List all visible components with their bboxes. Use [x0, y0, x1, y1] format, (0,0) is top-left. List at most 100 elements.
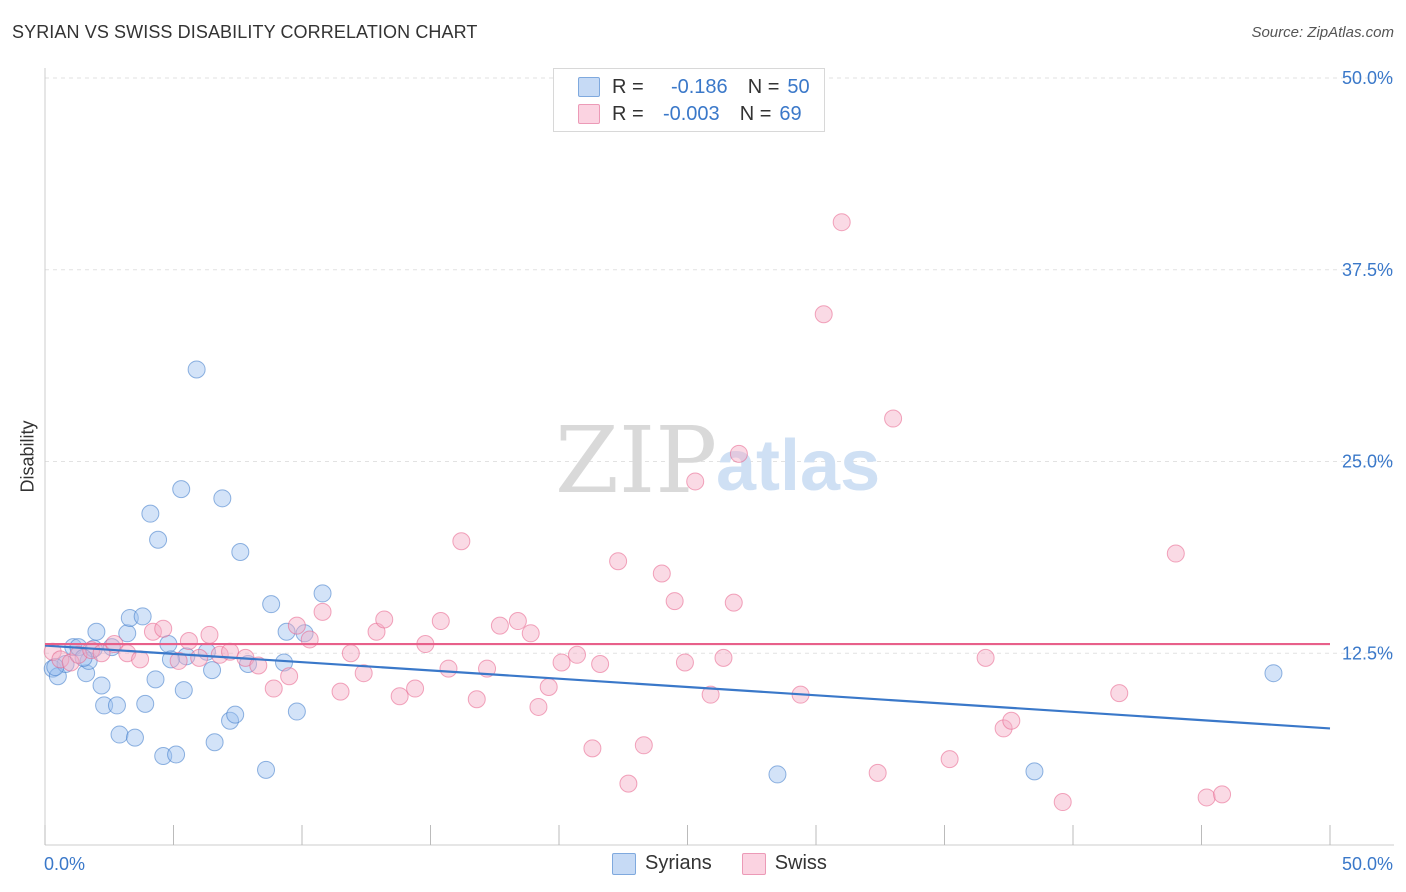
legend-item-swiss[interactable]: Swiss — [741, 852, 827, 875]
data-point-syrians[interactable] — [92, 676, 111, 695]
data-point-swiss[interactable] — [884, 409, 903, 428]
data-point-swiss[interactable] — [467, 690, 486, 709]
data-point-swiss[interactable] — [452, 532, 471, 551]
data-point-syrians[interactable] — [287, 702, 306, 721]
data-point-syrians[interactable] — [87, 622, 106, 641]
data-point-swiss[interactable] — [1053, 793, 1072, 812]
data-point-swiss[interactable] — [714, 648, 733, 667]
data-point-swiss[interactable] — [729, 444, 748, 463]
data-point-syrians[interactable] — [125, 728, 144, 747]
data-point-syrians[interactable] — [149, 530, 168, 549]
data-point-syrians[interactable] — [1025, 762, 1044, 781]
data-point-swiss[interactable] — [539, 677, 558, 696]
data-point-syrians[interactable] — [141, 504, 160, 523]
data-point-syrians[interactable] — [213, 489, 232, 508]
data-point-swiss[interactable] — [406, 679, 425, 698]
data-point-swiss[interactable] — [169, 651, 188, 670]
data-point-swiss[interactable] — [619, 774, 638, 793]
data-point-swiss[interactable] — [1002, 711, 1021, 730]
legend-r-label: R = — [612, 75, 644, 98]
data-point-syrians[interactable] — [95, 696, 114, 715]
data-point-swiss[interactable] — [264, 679, 283, 698]
data-point-swiss[interactable] — [280, 667, 299, 686]
legend-r-label: R = — [612, 102, 644, 125]
data-point-swiss[interactable] — [61, 653, 80, 672]
data-point-swiss[interactable] — [686, 472, 705, 491]
data-point-syrians[interactable] — [107, 696, 126, 715]
data-point-syrians[interactable] — [102, 638, 121, 657]
data-point-swiss[interactable] — [552, 653, 571, 672]
data-point-swiss[interactable] — [439, 659, 458, 678]
data-point-syrians[interactable] — [133, 607, 152, 626]
data-point-swiss[interactable] — [200, 625, 219, 644]
data-point-syrians[interactable] — [136, 694, 155, 713]
data-point-swiss[interactable] — [652, 564, 671, 583]
data-point-swiss[interactable] — [1166, 544, 1185, 563]
data-point-syrians[interactable] — [205, 733, 224, 752]
data-point-swiss[interactable] — [190, 648, 209, 667]
data-point-swiss[interactable] — [249, 656, 268, 675]
data-point-swiss[interactable] — [701, 685, 720, 704]
data-point-swiss[interactable] — [521, 624, 540, 643]
data-point-swiss[interactable] — [583, 739, 602, 758]
data-point-swiss[interactable] — [940, 750, 959, 769]
data-point-swiss[interactable] — [313, 602, 332, 621]
data-point-swiss[interactable] — [1197, 788, 1216, 807]
data-point-swiss[interactable] — [609, 552, 628, 571]
data-point-swiss[interactable] — [431, 612, 450, 631]
data-point-swiss[interactable] — [567, 645, 586, 664]
data-point-syrians[interactable] — [118, 624, 137, 643]
data-point-swiss[interactable] — [814, 305, 833, 324]
legend-r-value-swiss: -0.003 — [662, 102, 720, 125]
data-point-syrians[interactable] — [120, 608, 139, 627]
data-point-swiss[interactable] — [131, 650, 150, 669]
data-point-syrians[interactable] — [203, 661, 222, 680]
data-point-swiss[interactable] — [665, 592, 684, 611]
data-point-swiss[interactable] — [210, 645, 229, 664]
data-point-swiss[interactable] — [51, 650, 70, 669]
data-point-swiss[interactable] — [529, 697, 548, 716]
data-point-swiss[interactable] — [287, 616, 306, 635]
data-point-syrians[interactable] — [110, 725, 129, 744]
data-point-syrians[interactable] — [231, 543, 250, 562]
data-point-syrians[interactable] — [226, 705, 245, 724]
legend-item-syrians[interactable]: Syrians — [612, 852, 712, 875]
y-axis-label: Disability — [17, 420, 38, 493]
trend-lines — [44, 642, 1331, 730]
data-point-syrians[interactable] — [277, 622, 296, 641]
data-point-syrians[interactable] — [768, 765, 787, 784]
data-point-syrians[interactable] — [313, 584, 332, 603]
data-point-swiss[interactable] — [179, 631, 198, 650]
data-point-swiss[interactable] — [994, 719, 1013, 738]
data-point-syrians[interactable] — [172, 480, 191, 499]
data-point-swiss[interactable] — [832, 213, 851, 232]
data-point-swiss[interactable] — [300, 630, 319, 649]
data-point-syrians[interactable] — [154, 747, 173, 766]
data-point-syrians[interactable] — [146, 670, 165, 689]
data-point-syrians[interactable] — [167, 745, 186, 764]
data-point-syrians[interactable] — [1264, 664, 1283, 683]
data-point-swiss[interactable] — [490, 616, 509, 635]
data-point-swiss[interactable] — [1110, 684, 1129, 703]
data-point-swiss[interactable] — [591, 654, 610, 673]
data-point-swiss[interactable] — [976, 648, 995, 667]
data-point-swiss[interactable] — [154, 619, 173, 638]
data-point-swiss[interactable] — [354, 664, 373, 683]
data-point-syrians[interactable] — [257, 760, 276, 779]
data-point-swiss[interactable] — [724, 593, 743, 612]
data-point-swiss[interactable] — [1213, 785, 1232, 804]
data-point-syrians[interactable] — [262, 595, 281, 614]
y-tick-label: 37.5% — [1342, 260, 1393, 280]
data-point-swiss[interactable] — [341, 644, 360, 663]
data-point-swiss[interactable] — [331, 682, 350, 701]
data-point-syrians[interactable] — [174, 681, 193, 700]
data-point-syrians[interactable] — [161, 650, 180, 669]
data-point-syrians[interactable] — [187, 360, 206, 379]
data-point-swiss[interactable] — [390, 687, 409, 706]
data-point-swiss[interactable] — [143, 622, 162, 641]
data-point-swiss[interactable] — [675, 653, 694, 672]
data-point-swiss[interactable] — [375, 610, 394, 629]
data-point-swiss[interactable] — [634, 736, 653, 755]
data-point-swiss[interactable] — [868, 763, 887, 782]
data-point-swiss[interactable] — [508, 612, 527, 631]
